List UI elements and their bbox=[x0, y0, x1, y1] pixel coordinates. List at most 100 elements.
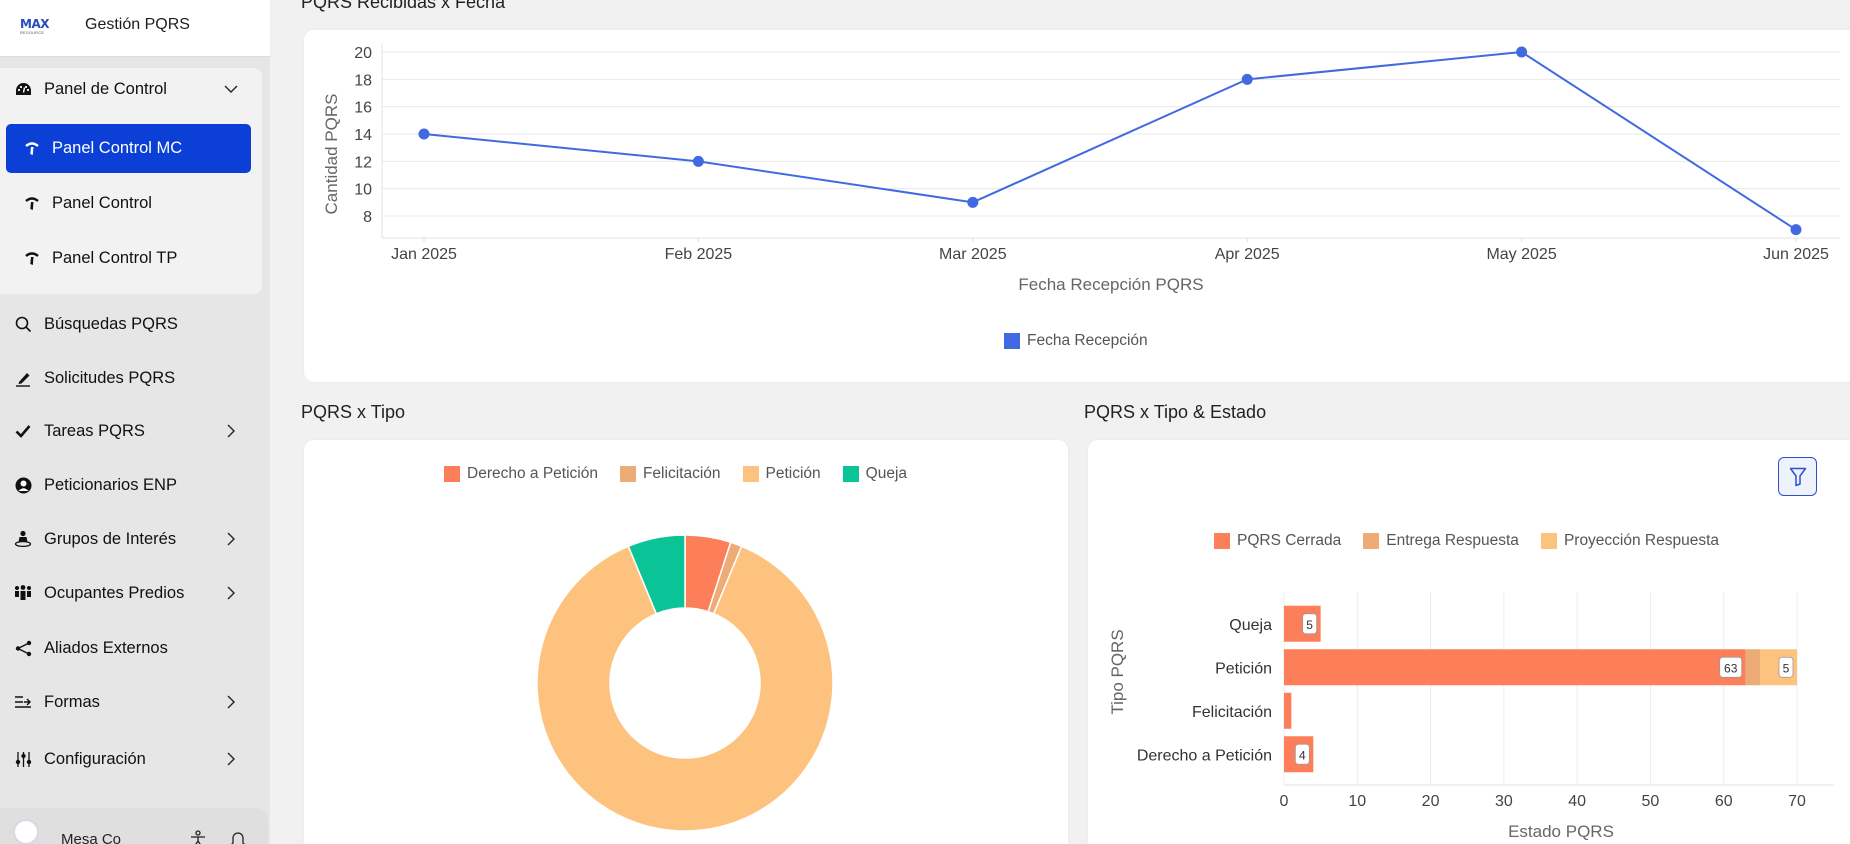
legend-swatch bbox=[444, 466, 460, 482]
y-tick-label: 10 bbox=[354, 182, 372, 199]
x-tick-label: 70 bbox=[1788, 793, 1806, 810]
sidebar-item-peticionarios-enp[interactable]: Peticionarios ENP bbox=[0, 464, 262, 506]
people-group-icon bbox=[14, 584, 32, 602]
chevron-right-icon bbox=[227, 695, 235, 709]
donut-chart-title: PQRS x Tipo bbox=[301, 402, 406, 422]
avatar[interactable] bbox=[13, 819, 39, 844]
gauge-icon bbox=[14, 80, 32, 98]
filter-button[interactable] bbox=[1778, 457, 1817, 496]
logo-mark: MAX bbox=[20, 17, 49, 31]
dashboard-needle-icon bbox=[24, 141, 40, 157]
legend-swatch bbox=[1214, 533, 1230, 549]
legend-item-pqrs-cerrada[interactable]: PQRS Cerrada bbox=[1214, 532, 1341, 550]
bar-data-label-box bbox=[1778, 656, 1794, 678]
x-tick-label: Jun 2025 bbox=[1763, 246, 1829, 263]
legend-item-proyeccion-respuesta[interactable]: Proyección Respuesta bbox=[1540, 532, 1719, 550]
share-nodes-icon bbox=[14, 639, 32, 657]
legend-item-fecha-recepcion[interactable]: Fecha Recepción bbox=[1004, 332, 1148, 350]
line-x-axis-label: Fecha Recepción PQRS bbox=[1018, 275, 1203, 294]
line-point-apr-2025[interactable] bbox=[1241, 73, 1253, 85]
app-logo[interactable]: MAX RESOURCE bbox=[20, 18, 56, 38]
line-point-mar-2025[interactable] bbox=[967, 196, 979, 208]
logo-subtext: RESOURCE bbox=[20, 30, 45, 35]
donut-legend: Derecho a Petición Felicitación Petición Qu… bbox=[444, 465, 929, 483]
sidebar-item-label: Peticionarios ENP bbox=[44, 475, 177, 494]
dashboard-needle-icon bbox=[24, 251, 40, 267]
x-tick-label: Mar 2025 bbox=[939, 246, 1007, 263]
line-point-jan-2025[interactable] bbox=[418, 128, 430, 140]
check-icon bbox=[14, 422, 32, 440]
sidebar-item-solicitudes-pqrs[interactable]: Solicitudes PQRS bbox=[0, 357, 262, 399]
sidebar-item-label: Grupos de Interés bbox=[44, 529, 177, 548]
sidebar-item-busquedas-pqrs[interactable]: Búsquedas PQRS bbox=[0, 303, 262, 345]
line-y-axis-label: Cantidad PQRS bbox=[322, 94, 341, 215]
sidebar-item-ocupantes-predios[interactable]: Ocupantes Predios bbox=[0, 572, 262, 614]
legend-item-peticion[interactable]: Petición bbox=[742, 465, 821, 483]
x-tick-label: 0 bbox=[1280, 793, 1289, 810]
person-ring-icon bbox=[14, 530, 32, 548]
legend-item-derecho-a-peticion[interactable]: Derecho a Petición bbox=[444, 465, 598, 483]
y-tick-label: 12 bbox=[354, 154, 372, 171]
bar-data-label-box bbox=[1719, 656, 1743, 678]
donut-slice-queja[interactable] bbox=[627, 534, 686, 615]
bar-data-label: 5 bbox=[1783, 661, 1790, 675]
chevron-right-icon bbox=[227, 532, 235, 546]
legend-label: Petición bbox=[765, 465, 821, 482]
line-legend: Fecha Recepción bbox=[1004, 332, 1170, 350]
legend-item-queja[interactable]: Queja bbox=[842, 465, 907, 483]
bar-peticion-pqrs-cerrada[interactable] bbox=[1284, 649, 1746, 686]
y-tick-label: 8 bbox=[363, 209, 372, 226]
sidebar-item-formas[interactable]: Formas bbox=[0, 681, 262, 723]
sidebar: MAX RESOURCE Gestión PQRS Panel de Contr… bbox=[0, 0, 270, 844]
y-tick-label: Derecho a Petición bbox=[1137, 747, 1272, 764]
sidebar-item-configuracion[interactable]: Configuración bbox=[0, 738, 262, 780]
sidebar-item-label: Panel Control bbox=[52, 194, 152, 212]
filter-icon bbox=[1789, 467, 1806, 486]
sidebar-item-panel-control[interactable]: Panel Control bbox=[6, 179, 251, 228]
legend-swatch bbox=[1363, 533, 1380, 549]
bar-peticion-entrega-respuesta[interactable] bbox=[1745, 649, 1761, 686]
accessibility-icon[interactable] bbox=[189, 830, 207, 844]
sidebar-item-aliados-externos[interactable]: Aliados Externos bbox=[0, 627, 262, 669]
sidebar-item-panel-de-control[interactable]: Panel de Control bbox=[0, 68, 262, 110]
form-arrow-icon bbox=[14, 693, 32, 711]
chevron-down-icon bbox=[224, 85, 238, 93]
legend-swatch bbox=[1540, 533, 1557, 549]
bar-chart-card: PQRS Cerrada Entrega Respuesta Proyección … bbox=[1088, 440, 1850, 844]
chevron-right-icon bbox=[227, 586, 235, 600]
donut-slice-peticion[interactable] bbox=[536, 545, 834, 832]
legend-item-entrega-respuesta[interactable]: Entrega Respuesta bbox=[1363, 532, 1519, 550]
bar-data-label: 4 bbox=[1299, 748, 1306, 762]
legend-item-felicitacion[interactable]: Felicitación bbox=[619, 465, 721, 483]
sidebar-item-tareas-pqrs[interactable]: Tareas PQRS bbox=[0, 410, 262, 452]
app-title: Gestión PQRS bbox=[85, 16, 190, 33]
bar-data-label-box bbox=[1294, 743, 1310, 765]
chevron-right-icon bbox=[227, 752, 235, 766]
legend-swatch bbox=[842, 466, 859, 482]
line-chart: 8 10 12 14 16 18 20 Jan 2025 Feb 2025 Mar 2025 Apr… bbox=[322, 44, 1840, 294]
user-circle-icon bbox=[14, 476, 32, 494]
bar-felicitacion-pqrs-cerrada[interactable] bbox=[1284, 692, 1292, 729]
sidebar-item-panel-control-tp[interactable]: Panel Control TP bbox=[6, 234, 251, 283]
donut-chart-card: Derecho a Petición Felicitación Petición Qu… bbox=[304, 440, 1068, 844]
line-point-feb-2025[interactable] bbox=[692, 155, 704, 167]
sidebar-item-label: Solicitudes PQRS bbox=[44, 368, 176, 387]
bar-chart-title: PQRS x Tipo & Estado bbox=[1084, 402, 1267, 422]
user-bar: Mesa Co bbox=[0, 808, 268, 844]
sidebar-item-label: Panel Control MC bbox=[52, 139, 183, 157]
bell-icon[interactable] bbox=[230, 830, 246, 844]
sidebar-item-label: Formas bbox=[44, 692, 100, 711]
bar-chart: Tipo PQRS Estado PQRS 0 10 20 30 40 50 60 70 Que… bbox=[1108, 592, 1834, 841]
x-tick-label: Feb 2025 bbox=[665, 246, 733, 263]
sidebar-group-panel-de-control: Panel de Control Panel Control MC Panel … bbox=[0, 68, 262, 294]
sidebar-item-label: Tareas PQRS bbox=[44, 421, 145, 440]
line-series-path bbox=[423, 50, 1797, 231]
line-point-jun-2025[interactable] bbox=[1790, 224, 1802, 236]
chevron-right-icon bbox=[227, 424, 235, 438]
sidebar-item-panel-control-mc[interactable]: Panel Control MC bbox=[6, 124, 251, 173]
sidebar-item-grupos-de-interes[interactable]: Grupos de Interés bbox=[0, 518, 262, 560]
line-point-may-2025[interactable] bbox=[1516, 46, 1528, 58]
dashboard-needle-icon bbox=[24, 196, 40, 212]
x-tick-label: 60 bbox=[1715, 793, 1733, 810]
line-chart-title: PQRS Recibidas x Fecha bbox=[301, 0, 506, 12]
